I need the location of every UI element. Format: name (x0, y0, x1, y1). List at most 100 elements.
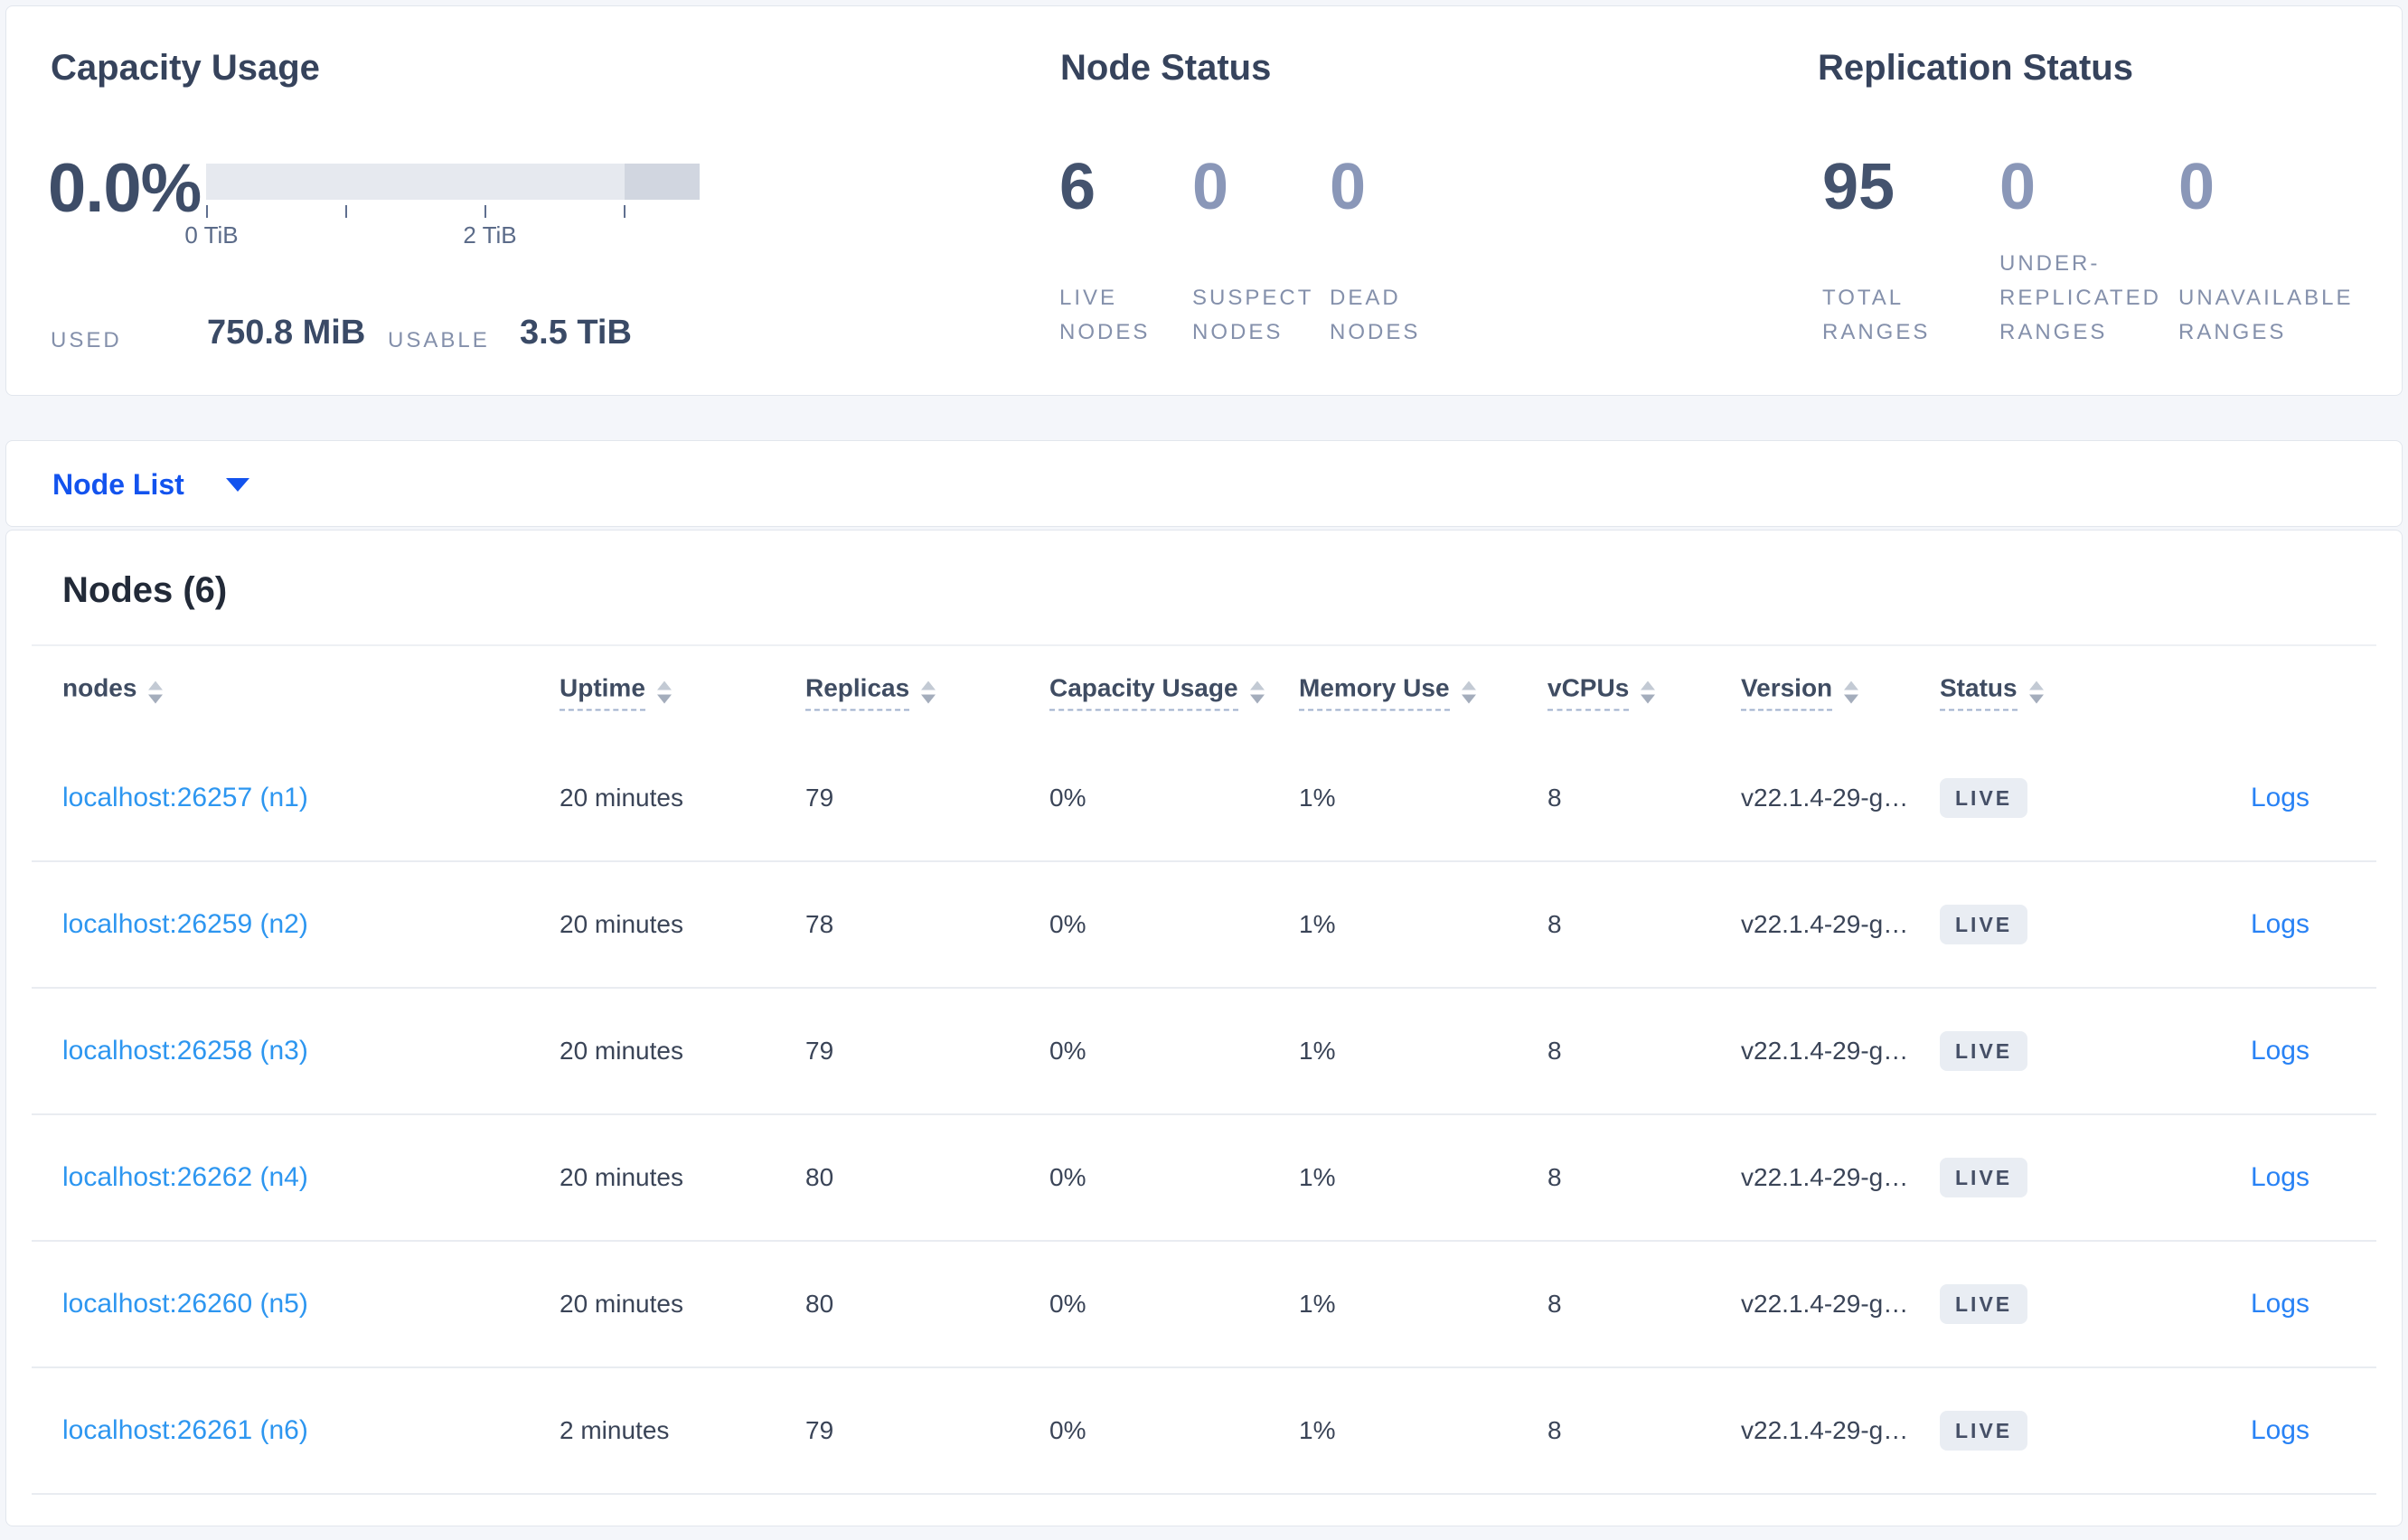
node-version: v22.1.4-29-g… (1741, 1290, 1909, 1318)
column-header-memory-use[interactable]: Memory Use (1299, 674, 1476, 711)
node-uptime: 20 minutes (560, 1037, 683, 1065)
sort-icon (1844, 681, 1859, 704)
table-row: localhost:26261 (n6) 2 minutes 79 0% 1% … (32, 1368, 2376, 1495)
node-vcpus: 8 (1547, 910, 1562, 938)
node-list-dropdown[interactable]: Node List (52, 441, 249, 528)
node-address-link[interactable]: localhost:26259 (n2) (62, 909, 308, 939)
view-selector-bar: Node List (5, 440, 2403, 527)
node-uptime: 20 minutes (560, 1290, 683, 1318)
node-status-cell: LIVE (1940, 905, 2028, 944)
node-replicas: 79 (805, 1416, 834, 1444)
node-replicas: 78 (805, 910, 834, 938)
node-address-link[interactable]: localhost:26261 (n6) (62, 1415, 308, 1445)
node-vcpus: 8 (1547, 1416, 1562, 1444)
node-status-title: Node Status (1060, 48, 1272, 88)
status-badge: LIVE (1940, 1158, 2028, 1197)
sort-icon (2028, 681, 2044, 704)
status-badge: LIVE (1940, 1284, 2028, 1324)
table-row: localhost:26258 (n3) 20 minutes 79 0% 1%… (32, 989, 2376, 1115)
node-logs-link[interactable]: Logs (2250, 1036, 2309, 1066)
node-capacity-usage: 0% (1049, 1037, 1086, 1065)
node-logs-link[interactable]: Logs (2250, 783, 2309, 812)
node-logs-link[interactable]: Logs (2250, 1289, 2309, 1319)
chevron-down-icon (225, 477, 249, 492)
column-header-vcpus[interactable]: vCPUs (1547, 674, 1656, 711)
sort-icon (921, 681, 936, 704)
nodes-table-card: Nodes (6) nodes Uptime Replicas Capacity… (5, 530, 2403, 1526)
status-badge: LIVE (1940, 1411, 2028, 1451)
node-memory-use: 1% (1299, 1290, 1336, 1318)
node-address-link[interactable]: localhost:26260 (n5) (62, 1289, 308, 1319)
node-version: v22.1.4-29-g… (1741, 1037, 1909, 1065)
node-address-link[interactable]: localhost:26257 (n1) (62, 783, 308, 812)
capacity-usage-title: Capacity Usage (51, 48, 320, 88)
cluster-summary-card: Capacity Usage 0.0% 0 TiB 2 TiB USED 750… (5, 5, 2403, 396)
node-version: v22.1.4-29-g… (1741, 910, 1909, 938)
node-replicas: 80 (805, 1290, 834, 1318)
nodes-table-title: Nodes (6) (62, 570, 228, 610)
node-uptime: 20 minutes (560, 910, 683, 938)
capacity-axis-tick (345, 205, 347, 218)
live-nodes-label: LIVE NODES (1059, 286, 1151, 344)
node-vcpus: 8 (1547, 1037, 1562, 1065)
capacity-used-value: 750.8 MiB (207, 314, 366, 352)
capacity-axis-tick (624, 205, 626, 218)
table-rows: localhost:26257 (n1) 20 minutes 79 0% 1%… (32, 736, 2376, 1495)
node-status-cell: LIVE (1940, 1158, 2028, 1197)
node-version: v22.1.4-29-g… (1741, 1163, 1909, 1191)
node-address-link[interactable]: localhost:26262 (n4) (62, 1162, 308, 1192)
under-replicated-ranges-count: 0 (1999, 151, 2036, 223)
node-version: v22.1.4-29-g… (1741, 784, 1909, 812)
node-replicas: 80 (805, 1163, 834, 1191)
suspect-nodes-count: 0 (1192, 151, 1229, 223)
node-uptime: 2 minutes (560, 1416, 670, 1444)
capacity-axis-label-0tib: 0 TiB (184, 221, 239, 249)
node-memory-use: 1% (1299, 1163, 1336, 1191)
node-replicas: 79 (805, 1037, 834, 1065)
status-badge: LIVE (1940, 778, 2028, 818)
status-badge: LIVE (1940, 1031, 2028, 1071)
dead-nodes-count: 0 (1330, 151, 1367, 223)
replication-status-title: Replication Status (1818, 48, 2133, 88)
column-header-version[interactable]: Version (1741, 674, 1859, 711)
status-badge: LIVE (1940, 905, 2028, 944)
suspect-nodes-label: SUSPECT NODES (1192, 286, 1313, 344)
node-status-cell: LIVE (1940, 1411, 2028, 1451)
node-uptime: 20 minutes (560, 1163, 683, 1191)
capacity-axis-tick (484, 205, 486, 218)
total-ranges-label: TOTAL RANGES (1822, 286, 1931, 344)
table-row: localhost:26259 (n2) 20 minutes 78 0% 1%… (32, 862, 2376, 989)
sort-icon (1461, 681, 1476, 704)
node-address-link[interactable]: localhost:26258 (n3) (62, 1036, 308, 1066)
capacity-usage-bar (206, 164, 700, 200)
node-capacity-usage: 0% (1049, 1416, 1086, 1444)
capacity-usage-percent: 0.0% (48, 150, 202, 227)
node-logs-link[interactable]: Logs (2250, 1415, 2309, 1445)
sort-icon (656, 681, 672, 704)
column-header-capacity-usage[interactable]: Capacity Usage (1049, 674, 1265, 711)
node-status-cell: LIVE (1940, 1031, 2028, 1071)
capacity-bar-extra-segment (625, 164, 700, 200)
dead-nodes-label: DEAD NODES (1330, 286, 1421, 344)
node-capacity-usage: 0% (1049, 1290, 1086, 1318)
node-memory-use: 1% (1299, 784, 1336, 812)
node-logs-link[interactable]: Logs (2250, 909, 2309, 939)
capacity-usable-label: USABLE (388, 328, 490, 352)
sort-icon (1641, 681, 1656, 704)
node-status-cell: LIVE (1940, 778, 2028, 818)
node-logs-link[interactable]: Logs (2250, 1162, 2309, 1192)
column-header-uptime[interactable]: Uptime (560, 674, 672, 711)
capacity-axis-tick (206, 205, 208, 218)
capacity-axis-label-2tib: 2 TiB (463, 221, 517, 249)
table-row: localhost:26257 (n1) 20 minutes 79 0% 1%… (32, 736, 2376, 862)
column-header-nodes[interactable]: nodes (62, 674, 164, 711)
column-header-replicas[interactable]: Replicas (805, 674, 936, 711)
node-vcpus: 8 (1547, 1290, 1562, 1318)
capacity-used-label: USED (51, 328, 122, 352)
table-row: localhost:26260 (n5) 20 minutes 80 0% 1%… (32, 1242, 2376, 1368)
capacity-usable-value: 3.5 TiB (520, 314, 632, 352)
column-header-status[interactable]: Status (1940, 674, 2044, 711)
node-capacity-usage: 0% (1049, 1163, 1086, 1191)
node-memory-use: 1% (1299, 910, 1336, 938)
node-memory-use: 1% (1299, 1037, 1336, 1065)
